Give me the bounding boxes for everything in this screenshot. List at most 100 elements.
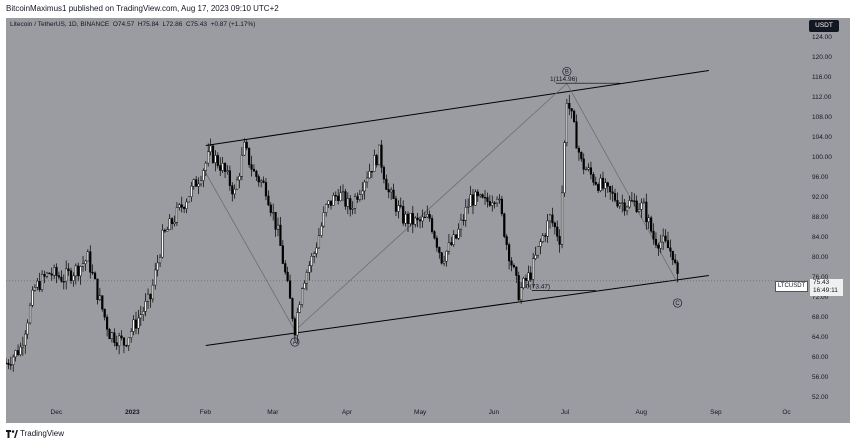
candle-body-2023-06-23: [546, 220, 549, 237]
price-tick-label: 68.00: [812, 314, 829, 321]
candle-body-2022-11-24: [38, 280, 41, 290]
candle-body-2023-02-24: [260, 180, 263, 183]
candle-body-2022-12-29: [122, 337, 126, 346]
price-tick-label: 100.00: [812, 154, 832, 161]
candle-body-2023-03-03: [276, 224, 280, 230]
candle-body-2022-11-15: [16, 350, 20, 355]
candle-body-2023-07-29: [633, 200, 636, 202]
candle-body-2023-07-22: [616, 200, 619, 207]
candle-body-2023-05-24: [474, 191, 477, 206]
candle-body-2023-07-27: [628, 200, 631, 208]
price-tick-label: 96.00: [812, 174, 829, 181]
candle-body-2023-01-14: [161, 229, 164, 258]
time-axis[interactable]: [6, 407, 850, 423]
candle-body-2023-07-31: [637, 209, 641, 213]
candle-body-2023-06-18: [534, 254, 537, 259]
price-axis[interactable]: [810, 18, 850, 407]
candle-body-2023-01-30: [199, 180, 203, 185]
candle-body-2023-02-14: [235, 179, 239, 190]
candle-body-2023-04-27: [409, 213, 412, 224]
candle-body-2023-07-02: [568, 102, 571, 109]
wave-marker-label-A: A: [293, 340, 297, 346]
candle-body-2023-02-12: [231, 185, 234, 195]
candle-body-2023-03-30: [341, 191, 345, 194]
candle-body-2023-03-20: [317, 235, 321, 249]
candle-body-2023-04-11: [370, 171, 373, 173]
candle-body-2023-02-03: [209, 145, 212, 153]
candle-body-2023-01-20: [175, 207, 179, 223]
candle-body-2023-05-27: [481, 194, 484, 198]
candle-body-2023-05-30: [488, 201, 491, 206]
change-value: +0.87 (+1.17%): [210, 21, 256, 28]
last-price-value: 75.43: [813, 279, 830, 286]
candle-body-2023-03-17: [310, 255, 313, 266]
candle-body-2023-08-11: [664, 235, 667, 241]
candle-body-2023-02-23: [257, 176, 260, 183]
candle-body-2023-05-29: [486, 197, 489, 202]
candle-body-2022-11-17: [21, 344, 24, 348]
candle-body-2023-04-14: [378, 144, 381, 166]
candle-body-2023-06-06: [505, 236, 508, 245]
candle-body-2023-05-11: [443, 260, 446, 264]
high-label: H: [137, 21, 143, 28]
candle-body-2023-02-06: [216, 155, 219, 166]
candle-body-2023-01-24: [185, 201, 188, 209]
candle-body-2023-05-01: [418, 219, 422, 222]
candle-body-2022-12-07: [69, 270, 73, 281]
candle-body-2023-03-21: [320, 225, 323, 236]
candle-body-2023-03-01: [272, 212, 275, 214]
candle-body-2023-06-10: [515, 266, 518, 276]
wave-marker-label-B: B: [565, 70, 569, 76]
candle-body-2023-02-26: [264, 182, 268, 197]
candle-body-2023-08-05: [650, 217, 653, 232]
price-tick-label: 52.00: [812, 394, 829, 401]
candle-body-2023-08-06: [652, 230, 655, 240]
candle-body-2023-03-07: [286, 271, 289, 282]
candle-body-2023-08-16: [676, 262, 679, 274]
time-tick-label: May: [414, 409, 427, 416]
candle-body-2023-07-09: [585, 168, 588, 171]
candle-body-2022-12-06: [67, 268, 70, 271]
candle-body-2023-01-31: [202, 170, 205, 181]
candle-body-2023-02-22: [255, 170, 258, 177]
candle-body-2023-02-20: [250, 164, 253, 170]
chart-plot-area[interactable]: 1(114.96) 0(73.47) A B C: [6, 18, 810, 407]
candle-body-2023-05-19: [462, 219, 465, 222]
candle-body-2023-07-17: [604, 182, 607, 189]
candle-body-2023-01-03: [134, 319, 138, 329]
candle-body-2023-06-07: [508, 244, 511, 262]
low-value: 72.86: [166, 21, 183, 28]
candle-body-2023-05-06: [430, 218, 434, 232]
candle-body-2023-08-02: [642, 201, 645, 204]
candle-body-2023-06-21: [541, 235, 544, 242]
currency-tag[interactable]: USDT: [809, 20, 839, 32]
candle-body-2023-07-19: [609, 186, 612, 193]
candle-body-2023-03-18: [313, 253, 316, 257]
candle-body-2022-11-11: [7, 362, 10, 365]
price-chart[interactable]: 1(114.96) 0(73.47) A B C: [6, 18, 810, 407]
candle-body-2023-02-18: [245, 141, 248, 149]
price-tick-label: 92.00: [812, 194, 829, 201]
candle-body-2023-06-14: [524, 278, 528, 282]
candle-body-2023-05-16: [455, 234, 458, 239]
candle-body-2023-06-05: [503, 213, 506, 237]
candle-body-2023-08-13: [669, 247, 672, 252]
candle-body-2023-02-27: [267, 195, 270, 206]
candle-body-2023-08-04: [647, 217, 650, 223]
wave-marker-label-C: C: [675, 301, 680, 307]
candle-body-2023-04-15: [380, 144, 383, 168]
candle-body-2022-12-26: [115, 342, 118, 347]
candle-body-2023-06-02: [495, 198, 499, 204]
candle-body-2023-04-12: [373, 155, 376, 172]
candle-body-2023-04-25: [404, 213, 407, 224]
candle-body-2023-05-03: [423, 216, 426, 219]
candle-body-2023-07-03: [570, 108, 573, 112]
price-tick-label: 76.00: [812, 274, 829, 281]
candle-body-2022-11-13: [12, 356, 15, 365]
candle-body-2023-04-20: [392, 189, 395, 199]
candle-body-2023-07-28: [630, 200, 633, 202]
candle-body-2023-07-08: [582, 158, 585, 170]
candle-body-2023-08-01: [640, 202, 643, 210]
candle-body-2023-04-05: [356, 196, 359, 200]
candle-body-2023-07-13: [594, 181, 597, 185]
